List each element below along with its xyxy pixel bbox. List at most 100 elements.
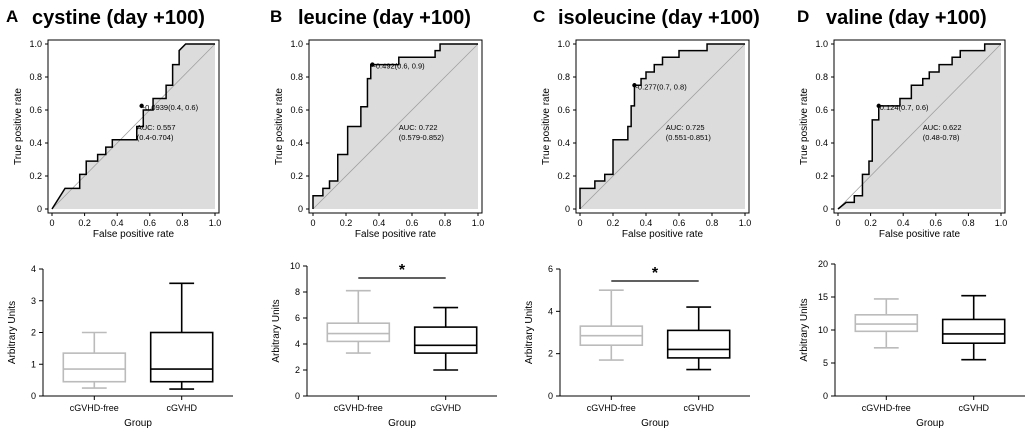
- auc-label: AUC: 0.722: [399, 123, 438, 132]
- y-tick-label: 10: [290, 261, 300, 271]
- y-axis-label: True positive rate: [541, 88, 552, 165]
- auc-label: AUC: 0.725: [666, 123, 705, 132]
- box-plot: 0 2 4 6 Arbitrary Units cGVHD-free cGVHD Group *: [524, 264, 750, 429]
- box-cgvhd: cGVHD: [941, 294, 1006, 413]
- y-tick-label: 5: [823, 358, 828, 368]
- panel-title: cystine (day +100): [32, 7, 205, 29]
- auc-ci-label: (0.4-0.704): [137, 133, 174, 142]
- roc-plot: 0 0.2 0.4 0.6 0.8 1.0 0 0.2 0.4 0.6 0.8 1.0 False po…: [541, 39, 751, 240]
- x-axis-label: False positive rate: [93, 229, 175, 240]
- panel-letter: C: [533, 7, 545, 26]
- category-label: cGVHD-free: [334, 403, 383, 413]
- significance-star: *: [652, 265, 659, 282]
- y-tick-label: 1.0: [29, 39, 42, 49]
- x-tick-label: 1.0: [472, 218, 485, 228]
- y-tick-label: 0.8: [29, 72, 42, 82]
- roc-curve: [51, 43, 215, 210]
- y-tick-label: 3: [31, 296, 36, 306]
- x-tick-label: 0.8: [962, 218, 975, 228]
- x-tick-label: 0.4: [897, 218, 910, 228]
- y-axis-label: Arbitrary Units: [524, 301, 535, 364]
- threshold-point: [139, 103, 144, 109]
- y-tick-label: 0.6: [557, 105, 570, 115]
- threshold-label: -0.492(0.6, 0.9): [373, 62, 425, 71]
- threshold-label: -0.0939(0.4, 0.6): [143, 103, 199, 112]
- iqr-box: [62, 352, 127, 383]
- x-axis-label: Group: [388, 418, 416, 429]
- category-label: cGVHD-free: [70, 403, 119, 413]
- y-tick-label: 15: [818, 292, 828, 302]
- y-tick-label: 0: [823, 391, 828, 401]
- diagonal-reference-line: [579, 43, 746, 210]
- auc-ci-label: (0.579-0.852): [399, 133, 445, 142]
- auc-label: AUC: 0.557: [137, 123, 176, 132]
- y-tick-label: 0.6: [815, 105, 828, 115]
- y-tick-label: 6: [295, 313, 300, 323]
- x-tick-label: 1.0: [995, 218, 1008, 228]
- auc-ci-label: (0.48-0.78): [923, 133, 960, 142]
- x-tick-label: 0: [310, 218, 315, 228]
- iqr-box: [149, 331, 214, 383]
- y-tick-label: 0.2: [815, 171, 828, 181]
- panel-title: isoleucine (day +100): [558, 7, 760, 29]
- panel-title: leucine (day +100): [298, 7, 471, 29]
- panel-letter: B: [270, 7, 282, 26]
- threshold-label: -0.277(0.7, 0.8): [635, 82, 687, 91]
- x-tick-label: 1.0: [209, 218, 222, 228]
- y-tick-label: 0.6: [29, 105, 42, 115]
- x-tick-label: 0.2: [78, 218, 91, 228]
- y-tick-label: 6: [548, 264, 553, 274]
- y-tick-label: 0: [823, 204, 828, 214]
- x-tick-label: 0.4: [640, 218, 653, 228]
- y-tick-label: 0.2: [290, 171, 303, 181]
- y-tick-label: 2: [548, 349, 553, 359]
- y-tick-label: 0: [295, 391, 300, 401]
- y-tick-label: 2: [295, 365, 300, 375]
- x-tick-label: 0.6: [144, 218, 157, 228]
- panel-letter: D: [797, 7, 809, 26]
- threshold-point: [632, 83, 637, 88]
- x-tick-label: 0: [577, 218, 582, 228]
- y-tick-label: 1.0: [557, 39, 570, 49]
- roc-curve: [312, 43, 478, 209]
- threshold-point: [370, 62, 375, 67]
- box-cgvhd: cGVHD: [666, 306, 731, 413]
- y-axis-label: True positive rate: [274, 88, 285, 165]
- roc-plot: 0 0.2 0.4 0.6 0.8 1.0 0 0.2 0.4 0.6 0.8 1.0 False po…: [13, 39, 221, 240]
- diagonal-reference-line: [312, 43, 479, 210]
- x-axis-label: Group: [641, 418, 669, 429]
- y-tick-label: 0: [298, 204, 303, 214]
- x-tick-label: 0.6: [406, 218, 419, 228]
- y-axis-label: Arbitrary Units: [271, 299, 282, 362]
- box-plot: 0 5 10 15 20 Arbitrary Units cGVHD-free cGVHD Gr…: [799, 259, 1025, 429]
- y-tick-label: 1.0: [815, 39, 828, 49]
- x-tick-label: 0.2: [340, 218, 353, 228]
- x-tick-label: 0.8: [176, 218, 189, 228]
- threshold-label: 0.124(0.7, 0.6): [880, 103, 929, 112]
- box-cgvhd: cGVHD: [149, 282, 214, 413]
- x-tick-label: 0.4: [373, 218, 386, 228]
- x-axis-label: False positive rate: [355, 229, 437, 240]
- x-tick-label: 1.0: [739, 218, 752, 228]
- x-axis-label: Group: [916, 418, 944, 429]
- panel-title: valine (day +100): [826, 7, 987, 29]
- x-tick-label: 0: [49, 218, 54, 228]
- y-tick-label: 0.2: [557, 171, 570, 181]
- y-tick-label: 0.4: [557, 138, 570, 148]
- x-tick-label: 0: [835, 218, 840, 228]
- x-tick-label: 0.2: [607, 218, 620, 228]
- y-tick-label: 0.8: [557, 72, 570, 82]
- y-tick-label: 20: [818, 259, 828, 269]
- y-tick-label: 2: [31, 328, 36, 338]
- category-label: cGVHD: [430, 403, 461, 413]
- box-plot: 0 1 2 3 4 Arbitrary Units cGVHD-free cGVHD Group: [7, 264, 233, 429]
- iqr-box: [326, 322, 391, 343]
- y-tick-label: 1.0: [290, 39, 303, 49]
- box-cgvhd-free: cGVHD-free: [62, 331, 127, 413]
- y-axis-label: Arbitrary Units: [7, 301, 18, 364]
- y-tick-label: 0.8: [290, 72, 303, 82]
- iqr-box: [854, 314, 919, 333]
- iqr-box: [666, 329, 731, 359]
